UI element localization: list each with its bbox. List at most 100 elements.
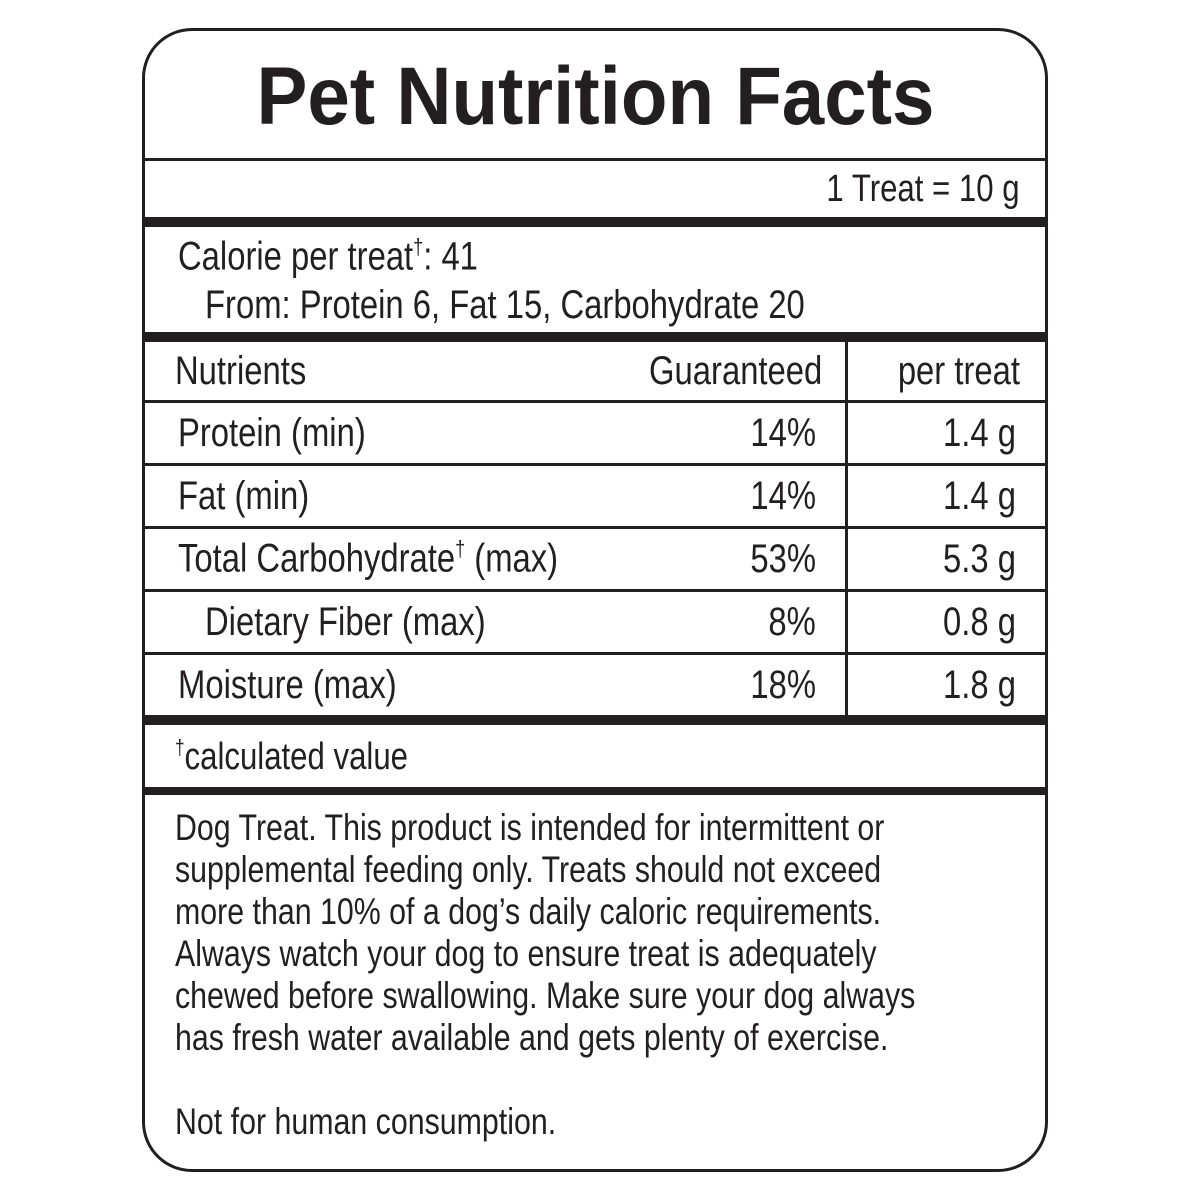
- per-treat-value-text: 0.8 g: [943, 600, 1016, 645]
- per-treat-value: 0.8 g: [927, 592, 1016, 652]
- rule-line: [142, 589, 1048, 592]
- guaranteed-value: 8%: [758, 592, 816, 652]
- header-guaranteed-text: Guaranteed: [649, 349, 822, 394]
- dagger-mark: †: [413, 234, 424, 260]
- header-nutrients-text: Nutrients: [175, 349, 306, 394]
- calorie-sources: From: Protein 6, Fat 15, Carbohydrate 20: [205, 280, 936, 330]
- label-title: Pet Nutrition Facts: [142, 38, 1048, 156]
- rule-line: [142, 715, 1048, 725]
- per-treat-value: 5.3 g: [927, 529, 1016, 589]
- text-part: has fresh water available and gets plent…: [175, 1017, 889, 1058]
- text-part: 1.8 g: [943, 662, 1016, 707]
- rule-line: [142, 400, 1048, 403]
- per-treat-value-text: 1.4 g: [943, 474, 1016, 519]
- text-part: 0.8 g: [943, 599, 1016, 644]
- text-part: From: Protein 6, Fat 15, Carbohydrate 20: [205, 282, 805, 327]
- header-per-treat-text: per treat: [898, 349, 1020, 394]
- nutrient-name: Moisture (max): [178, 655, 445, 715]
- nutrient-name-text: Moisture (max): [178, 663, 397, 708]
- guaranteed-value-text: 8%: [769, 600, 816, 645]
- text-part: 1.4 g: [943, 473, 1016, 518]
- text-part: calculated value: [184, 735, 408, 778]
- rule-line: [845, 341, 848, 716]
- text-part: supplemental feeding only. Treats should…: [175, 849, 882, 890]
- guaranteed-value-text: 14%: [750, 474, 816, 519]
- rule-line: [142, 463, 1048, 466]
- serving-size-text: 1 Treat = 10 g: [827, 168, 1020, 211]
- statement-line-text: Always watch your dog to ensure treat is…: [175, 933, 877, 975]
- text-part: : 41: [423, 234, 478, 279]
- closing-statement-text: Not for human consumption.: [175, 1101, 556, 1143]
- statement-line-text: has fresh water available and gets plent…: [175, 1017, 888, 1059]
- per-treat-value: 1.4 g: [927, 466, 1016, 526]
- text-part: Nutrients: [175, 348, 307, 393]
- nutrient-name: Fat (min): [178, 466, 338, 526]
- nutrient-name-text: Fat (min): [178, 474, 309, 519]
- title-text: Pet Nutrition Facts: [256, 51, 934, 142]
- rule-line: [142, 158, 1048, 161]
- per-treat-value: 1.8 g: [927, 655, 1016, 715]
- text-part: Moisture (max): [178, 662, 397, 707]
- text-part: 53%: [750, 536, 816, 581]
- text-part: Protein (min): [178, 410, 366, 455]
- text-part: 5.3 g: [943, 536, 1016, 581]
- per-treat-value-text: 5.3 g: [943, 537, 1016, 582]
- calorie-sources-text: From: Protein 6, Fat 15, Carbohydrate 20: [205, 283, 805, 328]
- rule-line: [142, 217, 1048, 227]
- per-treat-value-text: 1.8 g: [943, 663, 1016, 708]
- guaranteed-value-text: 53%: [750, 537, 816, 582]
- guaranteed-value-text: 18%: [750, 663, 816, 708]
- guaranteed-value: 14%: [736, 466, 816, 526]
- statement-line-text: supplemental feeding only. Treats should…: [175, 849, 881, 891]
- text-part: 14%: [750, 473, 816, 518]
- text-part: Fat (min): [178, 473, 310, 518]
- guaranteed-value: 18%: [736, 655, 816, 715]
- text-part: Guaranteed: [648, 348, 822, 393]
- nutrient-name: Dietary Fiber (max): [205, 592, 547, 652]
- text-part: (max): [465, 536, 559, 581]
- text-part: Not for human consumption.: [175, 1101, 557, 1142]
- calorie-line-text: Calorie per treat†: 41: [178, 234, 478, 279]
- header-guaranteed: Guaranteed: [611, 342, 822, 400]
- nutrient-name-text: Total Carbohydrate† (max): [178, 536, 558, 581]
- header-per-treat: per treat: [871, 342, 1020, 400]
- calorie-line: Calorie per treat†: 41: [178, 232, 544, 282]
- nutrient-name-text: Protein (min): [178, 411, 366, 456]
- statement-line: chewed before swallowing. Make sure your…: [175, 975, 1078, 1017]
- statement-line: Always watch your dog to ensure treat is…: [175, 933, 1031, 975]
- text-part: 14%: [750, 410, 816, 455]
- statement-line-text: more than 10% of a dog’s daily caloric r…: [175, 891, 881, 933]
- statement-line: Dog Treat. This product is intended for …: [175, 807, 1040, 849]
- header-nutrients: Nutrients: [175, 342, 335, 400]
- footnote: †calculated value: [175, 727, 459, 787]
- guaranteed-value: 53%: [736, 529, 816, 589]
- serving-size: 1 Treat = 10 g: [784, 161, 1020, 217]
- guaranteed-value-text: 14%: [750, 411, 816, 456]
- rule-line: [142, 526, 1048, 529]
- rule-line: [142, 652, 1048, 655]
- nutrient-name-text: Dietary Fiber (max): [205, 600, 486, 645]
- statement-line: has fresh water available and gets plent…: [175, 1017, 1045, 1059]
- text-part: 1.4 g: [943, 410, 1016, 455]
- dagger-mark: †: [175, 735, 185, 759]
- guaranteed-value: 14%: [736, 403, 816, 463]
- dagger-mark: †: [455, 536, 466, 562]
- text-part: per treat: [897, 348, 1020, 393]
- statement-line: more than 10% of a dog’s daily caloric r…: [175, 891, 1036, 933]
- text-part: chewed before swallowing. Make sure your…: [175, 975, 916, 1016]
- footnote-text: †calculated value: [175, 736, 408, 779]
- per-treat-value: 1.4 g: [927, 403, 1016, 463]
- rule-line: [142, 332, 1048, 342]
- text-part: 8%: [768, 599, 816, 644]
- statement-line: supplemental feeding only. Treats should…: [175, 849, 1036, 891]
- statement-line-text: Dog Treat. This product is intended for …: [175, 807, 884, 849]
- text-part: 1 Treat = 10 g: [826, 167, 1020, 210]
- text-part: Dietary Fiber (max): [205, 599, 486, 644]
- nutrient-name: Protein (min): [178, 403, 407, 463]
- label-border: [142, 28, 1048, 1172]
- text-part: Dog Treat. This product is intended for …: [175, 807, 885, 848]
- statement-line-text: chewed before swallowing. Make sure your…: [175, 975, 915, 1017]
- text-part: 18%: [750, 662, 816, 707]
- text-part: Calorie per treat: [178, 234, 414, 279]
